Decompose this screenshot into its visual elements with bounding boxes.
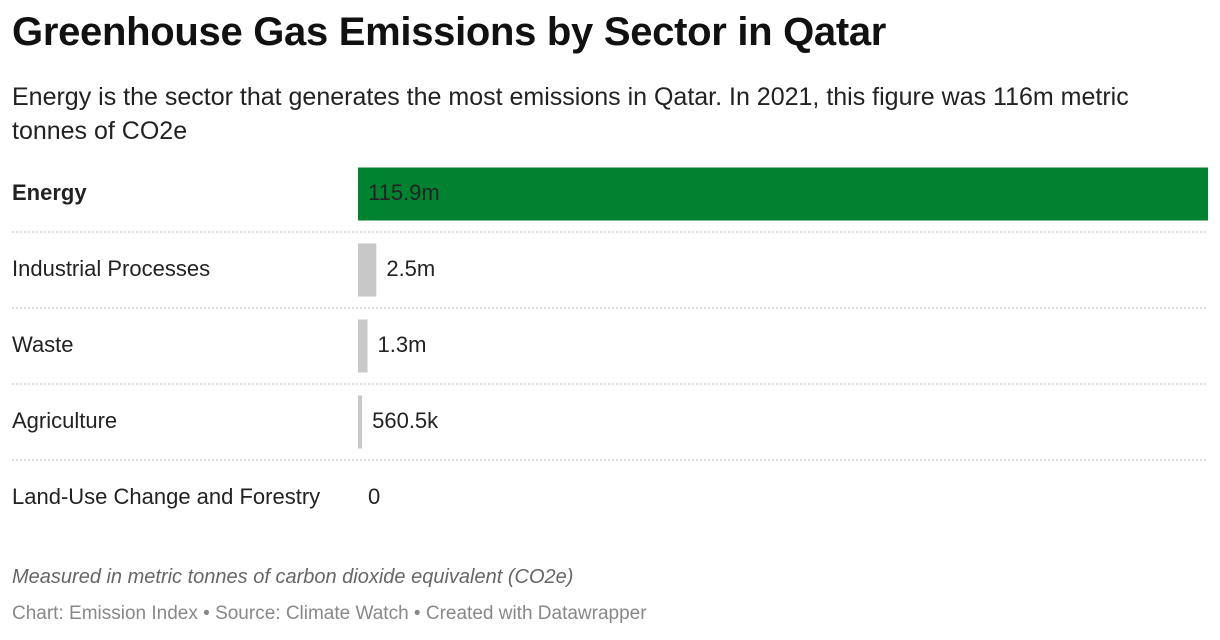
bar: [358, 319, 368, 373]
category-label: Land-Use Change and Forestry: [12, 484, 320, 509]
value-label: 115.9m: [368, 180, 440, 205]
value-label: 560.5k: [372, 408, 439, 433]
value-label: 2.5m: [386, 256, 435, 281]
category-label: Waste: [12, 332, 74, 357]
bar: [358, 243, 377, 297]
chart: Energy 115.9m Industrial Processes 2.5m Wast…: [12, 167, 1208, 509]
chart-title: Greenhouse Gas Emissions by Sector in Qa…: [12, 10, 887, 54]
category-label: Energy: [12, 180, 87, 205]
bar: [358, 395, 363, 449]
value-label: 0: [368, 484, 380, 509]
chart-subtitle: Energy is the sector that generates the …: [12, 83, 1129, 145]
category-label: Industrial Processes: [12, 256, 210, 281]
value-label: 1.3m: [378, 332, 427, 357]
chart-note: Measured in metric tonnes of carbon diox…: [12, 566, 574, 588]
category-label: Agriculture: [12, 408, 117, 433]
chart-footer: Chart: Emission Index • Source: Climate …: [12, 603, 647, 624]
bar: [358, 167, 1208, 221]
